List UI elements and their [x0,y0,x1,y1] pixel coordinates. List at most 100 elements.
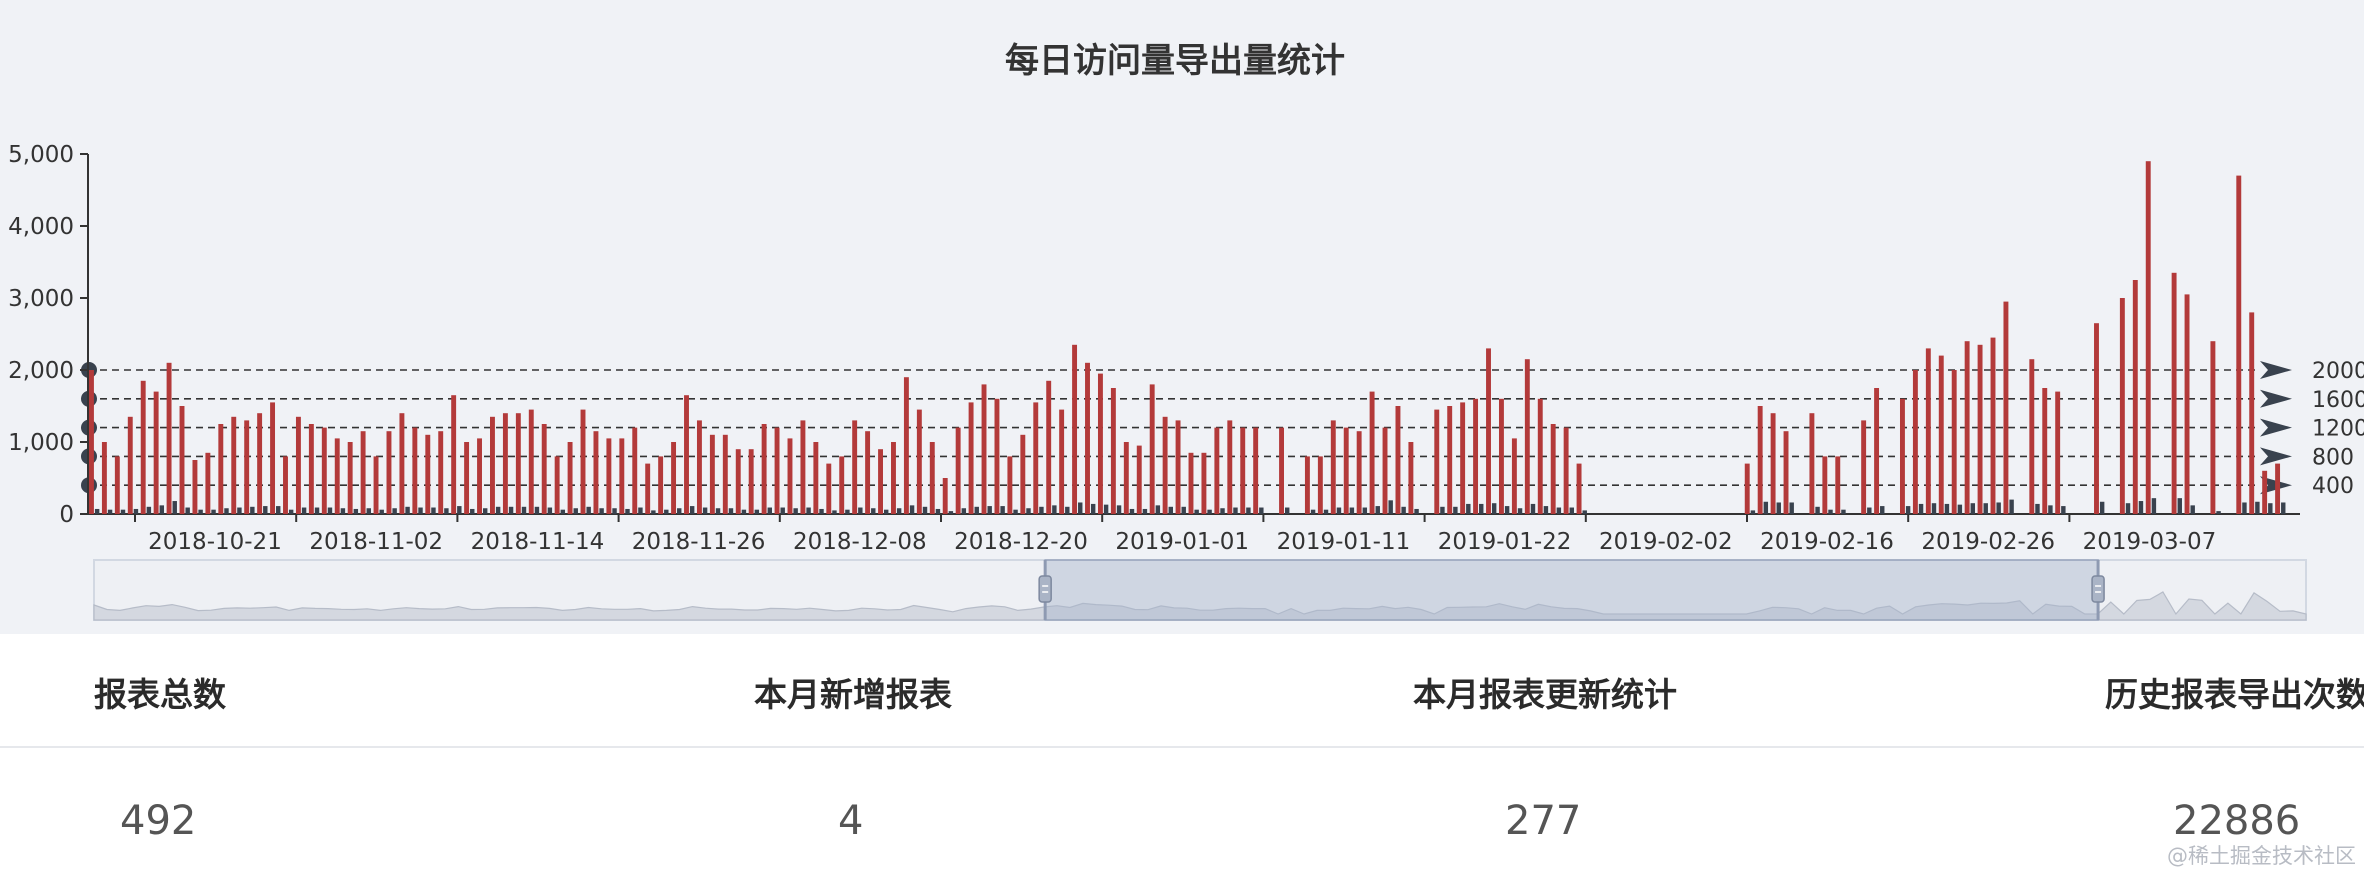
bar-exports [1129,508,1135,514]
bar-visits [1861,420,1867,514]
data-zoom-selection[interactable] [1044,559,2099,621]
bar-visits [373,456,379,514]
chart-title: 每日访问量导出量统计 [1005,41,1345,81]
bar-visits [1020,434,1026,514]
bar-visits [205,452,211,514]
bar-visits [1317,456,1323,514]
bar-exports [1090,503,1096,514]
bar-visits [1059,409,1065,514]
bar-visits [1460,402,1466,514]
bar-visits [386,431,392,514]
bar-visits [722,434,728,514]
bar-exports [1259,507,1264,514]
bar-visits [308,424,314,514]
bar-visits [1951,370,1957,514]
bar-exports [2048,505,2053,514]
bar-visits [2210,341,2216,514]
x-tick-label: 2019-01-01 [1115,529,1249,555]
bar-exports [1116,505,1122,514]
reference-line-arrow [2260,447,2292,466]
bar-visits [528,409,534,514]
bar-visits [774,427,780,514]
bar-visits [270,402,276,514]
bar-exports [1220,508,1225,514]
bar-exports [133,508,139,514]
bar-exports [560,509,566,514]
data-zoom-handle-end[interactable] [2091,575,2105,603]
bar-exports [1569,507,1575,514]
bar-exports [1996,502,2001,514]
bar-exports [1207,509,1212,514]
bar-exports [1142,508,1148,514]
bar-visits [153,391,159,514]
bar-visits [1175,420,1181,514]
data-zoom-handle-start[interactable] [1038,575,1052,603]
bar-exports [1957,504,1963,514]
bar-exports [664,509,669,514]
stat-label-new-this-month: 本月新增报表 [754,675,952,714]
bar-exports [508,506,514,514]
bar-visits [2236,175,2242,514]
bar-exports [2099,501,2105,514]
bar-visits [1473,398,1479,514]
bar-exports [418,507,423,514]
bar-visits [1110,388,1116,514]
bar-visits [1343,427,1349,514]
bar-visits [1149,384,1155,514]
bar-exports [314,507,320,514]
bar-visits [127,416,133,514]
bar-visits [1085,362,1090,514]
y-tick-label: 4,000 [8,214,74,240]
reference-line-arrow [2260,361,2292,379]
bar-visits [541,424,547,514]
bar-exports [1815,506,1820,514]
stat-value-updates-this-month: 277 [1505,798,1582,844]
bar-visits [464,442,470,514]
bar-exports [651,510,656,514]
bar-visits [1899,398,1905,514]
bar-visits [554,456,560,514]
bar-visits [89,370,94,514]
x-tick-label: 2019-02-16 [1760,529,1894,555]
bar-visits [2094,323,2099,514]
bar-exports [1466,503,1471,514]
x-tick-label: 2019-02-26 [1921,529,2055,555]
bar-exports [185,507,190,514]
bar-exports [1246,507,1251,514]
bar-visits [567,442,573,514]
bar-visits [2184,294,2190,514]
bar-visits [1524,359,1530,514]
data-zoom-slider[interactable] [93,559,2307,621]
bar-exports [2281,502,2286,514]
bar-exports [767,507,772,514]
bar-visits [658,456,664,514]
bar-exports [237,507,242,514]
bar-exports [198,509,203,514]
x-tick-label: 2019-01-11 [1277,529,1411,555]
bar-exports [1362,507,1368,514]
chart-panel: 每日访问量导出量统计 2000 1600 1200 800 400 0 1,000 2,00… [0,0,2364,634]
bar-exports [1983,503,1988,514]
bar-exports [1078,502,1083,514]
bar-visits [425,434,431,514]
bar-visits [515,413,521,514]
bar-visits [2003,301,2009,514]
bar-exports [431,507,436,514]
bar-visits [2275,463,2281,514]
bar-exports [2190,505,2195,514]
y-tick-label: 1,000 [8,430,74,456]
bar-visits [1434,409,1440,514]
x-tick-label: 2019-01-22 [1438,529,1572,555]
bar-visits [1964,341,1970,514]
bar-exports [353,508,359,514]
bar-exports [573,508,578,514]
stat-label-updates-this-month: 本月报表更新统计 [1413,675,1677,714]
bar-exports [909,505,915,514]
bar-visits [1447,406,1453,514]
bar-visits [231,416,237,514]
bar-exports [2151,498,2157,514]
bar-visits [1188,452,1194,514]
bar-visits [1356,431,1362,514]
bar-exports [172,501,177,514]
bar-exports [211,509,216,514]
